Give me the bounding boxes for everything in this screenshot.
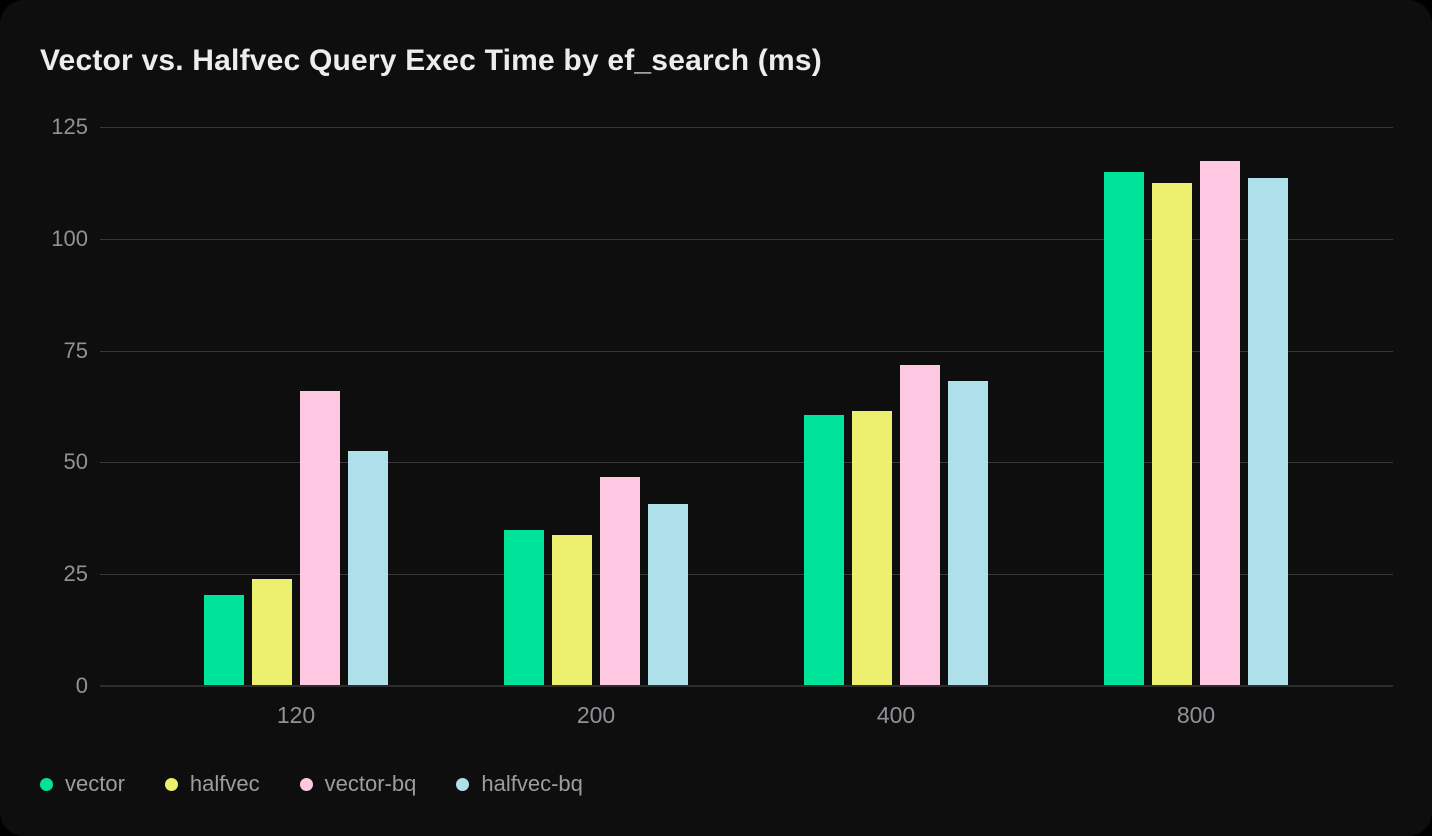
bar-halfvec-120	[252, 579, 292, 685]
x-tick-label: 400	[876, 702, 916, 728]
bar-halfvec-bq-400	[948, 381, 988, 685]
legend-label: halfvec	[189, 771, 260, 796]
legend: vector halfvec vector-bq halfvec-bq	[40, 771, 583, 797]
legend-dot-icon	[456, 777, 470, 791]
bar-halfvec-bq-200	[648, 503, 688, 685]
legend-dot-icon	[164, 777, 178, 791]
bar-halfvec-200	[552, 534, 592, 685]
chart-title: Vector vs. Halfvec Query Exec Time by ef…	[40, 44, 822, 77]
gridline	[100, 462, 1393, 464]
legend-item-vector[interactable]: vector	[40, 771, 125, 797]
gridline	[100, 350, 1393, 352]
bar-halfvec-800	[1152, 183, 1192, 685]
legend-dot-icon	[299, 777, 313, 791]
bar-vector-bq-400	[900, 364, 940, 685]
legend-dot-icon	[40, 777, 53, 791]
bar-vector-120	[204, 595, 244, 685]
legend-item-vector-bq[interactable]: vector-bq	[299, 771, 417, 797]
gridline	[100, 238, 1393, 240]
legend-label: vector	[65, 771, 125, 796]
y-tick-label: 100	[51, 225, 88, 251]
bar-vector-bq-800	[1200, 161, 1240, 685]
legend-label: halfvec-bq	[481, 771, 583, 796]
bar-vector-bq-120	[300, 391, 340, 685]
bar-vector-200	[504, 530, 544, 685]
x-tick-label: 200	[576, 702, 616, 728]
y-tick-label: 25	[63, 561, 88, 587]
y-tick-label: 75	[63, 337, 88, 363]
bar-vector-800	[1104, 171, 1144, 685]
legend-item-halfvec[interactable]: halfvec	[164, 771, 260, 797]
x-axis-line	[100, 685, 1393, 687]
y-tick-label: 125	[51, 114, 88, 139]
y-tick-label: 0	[75, 673, 88, 698]
x-tick-label: 800	[1176, 702, 1216, 728]
bar-halfvec-bq-800	[1248, 177, 1288, 685]
x-tick-label: 120	[276, 702, 316, 728]
y-tick-label: 50	[63, 449, 88, 475]
gridline	[100, 127, 1393, 128]
bar-halfvec-bq-120	[348, 451, 388, 685]
gridline	[100, 574, 1393, 576]
legend-item-halfvec-bq[interactable]: halfvec-bq	[456, 771, 583, 797]
bar-vector-400	[804, 414, 844, 685]
bar-vector-bq-200	[600, 477, 640, 685]
legend-label: vector-bq	[324, 771, 417, 796]
bar-halfvec-400	[852, 410, 892, 685]
